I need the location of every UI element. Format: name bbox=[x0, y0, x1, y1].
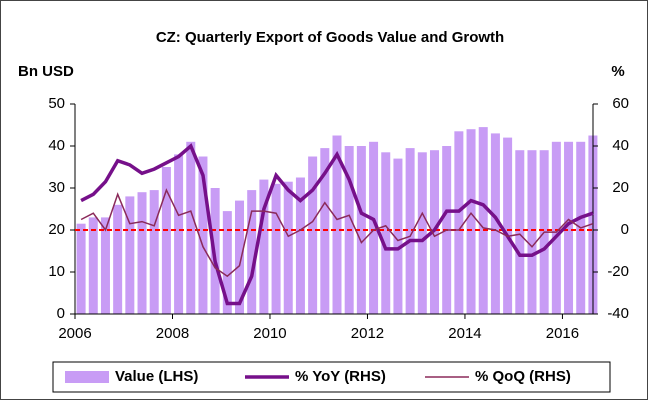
bar bbox=[113, 204, 123, 314]
y-tick-label: 50 bbox=[48, 95, 65, 112]
bar bbox=[478, 127, 488, 314]
x-tick-label: 2016 bbox=[546, 325, 579, 342]
bar bbox=[149, 190, 159, 314]
bar bbox=[198, 156, 208, 314]
bar bbox=[76, 223, 86, 314]
bar bbox=[381, 152, 391, 314]
bar bbox=[174, 154, 184, 314]
bar bbox=[490, 133, 500, 314]
chart-title: CZ: Quarterly Export of Goods Value and … bbox=[156, 29, 504, 46]
bar bbox=[186, 141, 196, 314]
bar bbox=[283, 181, 293, 314]
x-tick-label: 2006 bbox=[58, 325, 91, 342]
bar bbox=[295, 177, 305, 314]
legend-label: % QoQ (RHS) bbox=[475, 368, 571, 385]
line-series bbox=[80, 188, 594, 278]
y2-tick-label: -20 bbox=[607, 263, 629, 280]
bar bbox=[454, 131, 464, 314]
y-tick-label: 40 bbox=[48, 137, 65, 154]
bar bbox=[161, 167, 171, 314]
bar bbox=[405, 148, 415, 314]
bar bbox=[515, 150, 525, 314]
y-tick-label: 10 bbox=[48, 263, 65, 280]
bar bbox=[222, 211, 232, 314]
bar bbox=[320, 148, 330, 314]
bar bbox=[88, 217, 98, 314]
bar bbox=[417, 152, 427, 314]
bar bbox=[259, 179, 269, 314]
bar bbox=[235, 200, 245, 314]
y2-tick-label: 20 bbox=[612, 179, 629, 196]
bar bbox=[393, 158, 403, 314]
bar bbox=[247, 190, 257, 314]
bar bbox=[137, 192, 147, 314]
x-tick-label: 2014 bbox=[448, 325, 481, 342]
y2-tick-label: 40 bbox=[612, 137, 629, 154]
y2-axis-label: % bbox=[611, 63, 624, 80]
bar bbox=[551, 141, 561, 314]
bar bbox=[356, 146, 366, 314]
y-tick-label: 20 bbox=[48, 221, 65, 238]
y2-tick-label: 60 bbox=[612, 95, 629, 112]
y-axis-label: Bn USD bbox=[18, 63, 74, 80]
y-tick-label: 0 bbox=[57, 305, 65, 322]
bar bbox=[466, 129, 476, 314]
x-tick-label: 2012 bbox=[351, 325, 384, 342]
y2-tick-label: -40 bbox=[607, 305, 629, 322]
bar bbox=[369, 141, 379, 314]
bar bbox=[332, 135, 342, 314]
bar bbox=[564, 141, 574, 314]
bar bbox=[271, 183, 281, 314]
bar bbox=[100, 217, 110, 314]
legend-label: Value (LHS) bbox=[115, 368, 198, 385]
x-tick-label: 2008 bbox=[156, 325, 189, 342]
legend-swatch bbox=[65, 371, 109, 383]
y-tick-label: 30 bbox=[48, 179, 65, 196]
x-tick-label: 2010 bbox=[253, 325, 286, 342]
bar bbox=[125, 196, 135, 314]
bar bbox=[527, 150, 537, 314]
bar bbox=[308, 156, 318, 314]
y2-tick-label: 0 bbox=[621, 221, 629, 238]
legend-box bbox=[52, 361, 611, 393]
bar bbox=[503, 137, 513, 314]
legend-label: % YoY (RHS) bbox=[295, 368, 386, 385]
